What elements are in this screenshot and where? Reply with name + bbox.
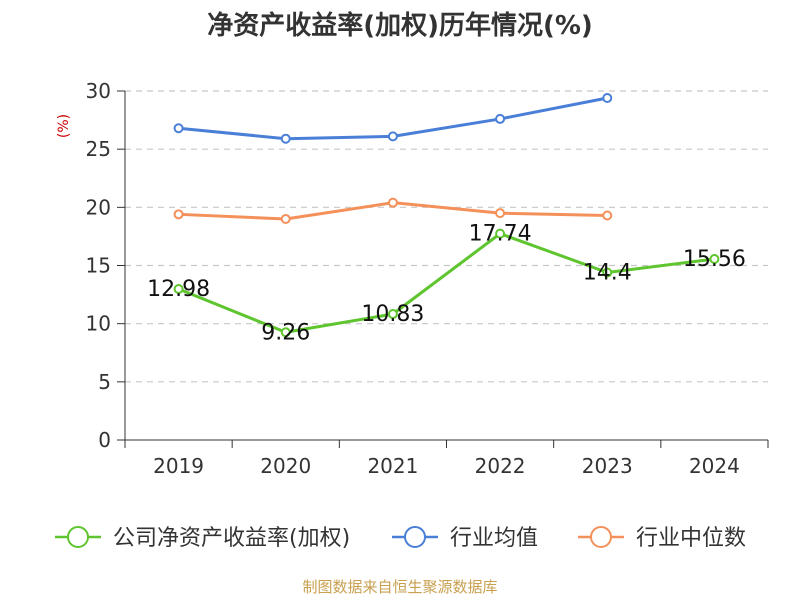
data-point bbox=[602, 92, 613, 103]
x-tick-label: 2023 bbox=[582, 454, 633, 478]
x-tick-label: 2021 bbox=[367, 454, 418, 478]
y-tick-label: 25 bbox=[86, 137, 111, 161]
data-point bbox=[387, 131, 398, 142]
legend-item: 行业均值 bbox=[392, 526, 538, 551]
data-point bbox=[387, 309, 398, 320]
data-label: 9.26 bbox=[261, 320, 310, 345]
y-tick-label: 15 bbox=[86, 254, 111, 278]
data-point bbox=[495, 208, 506, 219]
y-tick-label: 10 bbox=[86, 312, 111, 336]
data-point bbox=[173, 209, 184, 220]
x-tick-label: 2020 bbox=[260, 454, 311, 478]
legend-label: 行业均值 bbox=[450, 526, 538, 551]
data-point bbox=[280, 133, 291, 144]
grid-lines bbox=[125, 90, 768, 383]
data-label: 15.56 bbox=[683, 247, 746, 272]
legend-label: 公司净资产收益率(加权) bbox=[113, 526, 350, 551]
y-tick-label: 5 bbox=[98, 370, 111, 394]
legend-item: 行业中位数 bbox=[578, 526, 746, 551]
legend-label: 行业中位数 bbox=[636, 526, 746, 551]
y-tick-label: 30 bbox=[86, 79, 111, 103]
data-point bbox=[173, 283, 184, 294]
data-labels: 12.98 9.26 10.83 17.74 14.4 15.56 bbox=[147, 222, 746, 346]
data-label: 14.4 bbox=[583, 260, 632, 285]
series-line bbox=[177, 232, 716, 334]
data-point bbox=[495, 113, 506, 124]
data-label: 10.83 bbox=[361, 302, 424, 327]
x-tick-label: 2019 bbox=[153, 454, 204, 478]
data-label: 17.74 bbox=[469, 222, 532, 247]
y-tick-label: 0 bbox=[98, 428, 111, 452]
data-point bbox=[173, 123, 184, 134]
y-axis-label: (%) bbox=[56, 114, 72, 138]
y-tick-label: 20 bbox=[86, 195, 111, 219]
data-point bbox=[602, 267, 613, 278]
data-point bbox=[709, 253, 720, 264]
x-tick-label: 2024 bbox=[689, 454, 740, 478]
data-point bbox=[280, 327, 291, 338]
data-point bbox=[280, 213, 291, 224]
x-tick-label: 2022 bbox=[475, 454, 526, 478]
axes: 0 5 10 15 20 25 30 2019 2020 2021 2022 2023 2024 bbox=[86, 79, 769, 478]
data-point bbox=[387, 197, 398, 208]
legend-marker bbox=[404, 526, 426, 548]
data-source: 制图数据来自恒生聚源数据库 bbox=[302, 578, 497, 596]
legend-marker bbox=[590, 526, 612, 548]
legend-item: 公司净资产收益率(加权) bbox=[55, 526, 350, 551]
data-point bbox=[495, 228, 506, 239]
legend: 公司净资产收益率(加权) 行业均值 行业中位数 bbox=[55, 526, 746, 551]
legend-marker bbox=[67, 526, 89, 548]
data-label: 12.98 bbox=[147, 277, 210, 302]
data-point bbox=[602, 210, 613, 221]
chart-title: 净资产收益率(加权)历年情况(%) bbox=[207, 10, 593, 41]
series-group bbox=[173, 92, 720, 338]
